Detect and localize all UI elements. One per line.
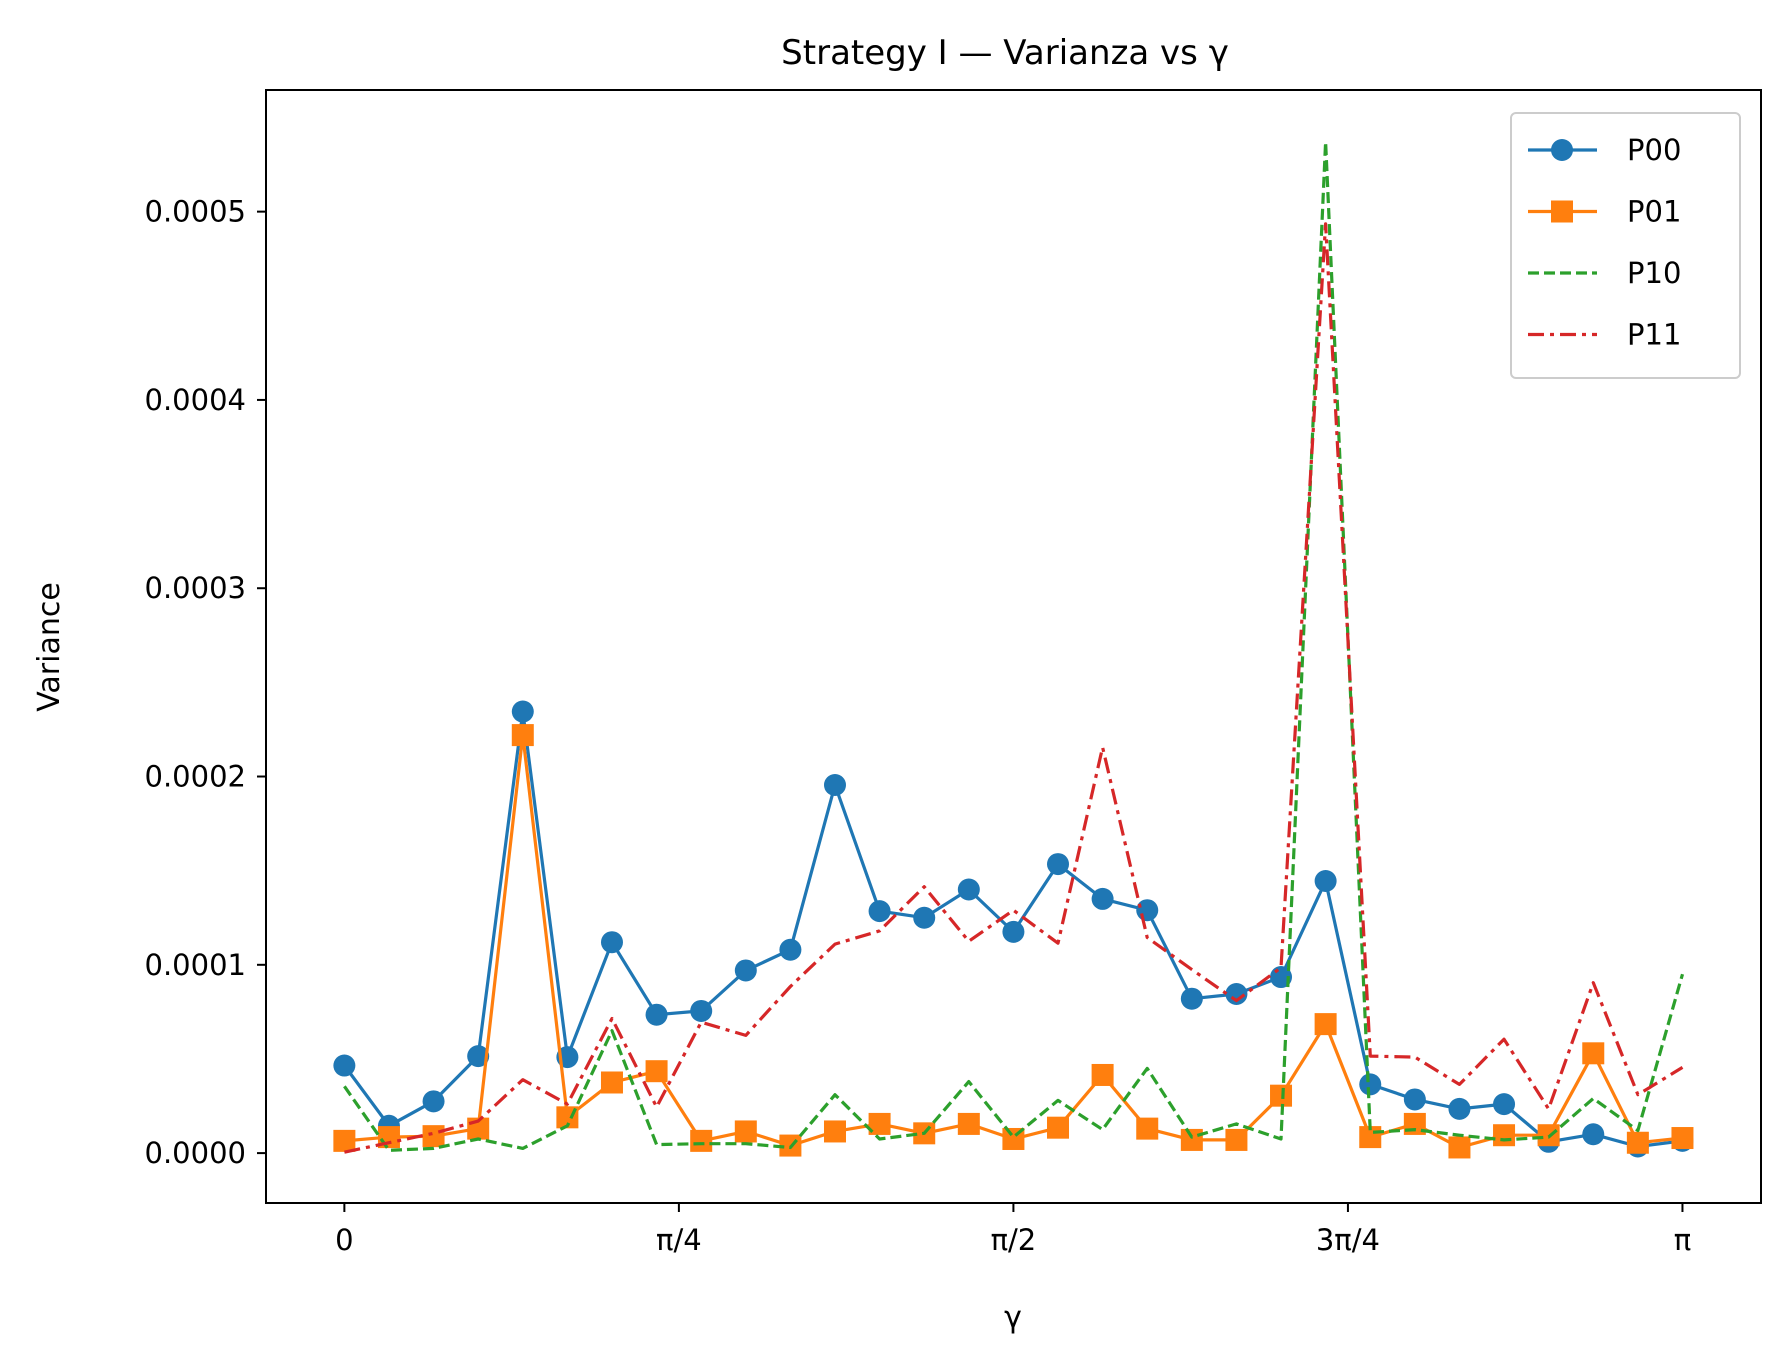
legend-marker-p01 — [1551, 200, 1573, 223]
data-point-p00 — [913, 906, 936, 929]
y-tick-label: 0.0004 — [145, 383, 246, 417]
data-point-p00 — [1314, 870, 1337, 893]
legend-label-p11: P11 — [1627, 318, 1681, 352]
data-point-p00 — [1582, 1123, 1605, 1146]
data-point-p00 — [868, 900, 891, 923]
legend-label-p10: P10 — [1627, 256, 1681, 290]
data-point-p01 — [1225, 1128, 1248, 1151]
x-tick-label: π — [1674, 1223, 1691, 1257]
x-tick-label: 0 — [335, 1223, 353, 1257]
data-point-p01 — [957, 1112, 980, 1135]
data-point-p01 — [600, 1071, 623, 1094]
plot-area — [333, 140, 1694, 1159]
data-point-p01 — [1626, 1131, 1649, 1154]
data-point-p01 — [734, 1120, 757, 1143]
y-axis: 0.0000 0.0001 0.0002 0.0003 0.0004 0.0005 — [145, 195, 266, 1170]
data-point-p00 — [1047, 853, 1070, 876]
data-point-p01 — [1136, 1117, 1159, 1140]
y-tick-label: 0.0002 — [145, 760, 246, 794]
legend-label-p01: P01 — [1627, 195, 1681, 229]
y-axis-label: Variance — [32, 582, 67, 712]
data-point-p01 — [1047, 1116, 1070, 1139]
data-point-p00 — [1225, 982, 1248, 1005]
y-tick-label: 0.0005 — [145, 195, 246, 229]
x-tick-label: π/2 — [991, 1223, 1037, 1257]
data-point-p00 — [690, 999, 713, 1022]
data-point-p01 — [1270, 1084, 1293, 1107]
data-point-p01 — [823, 1120, 846, 1143]
data-point-p01 — [422, 1125, 445, 1148]
data-point-p00 — [1136, 899, 1159, 922]
data-point-p00 — [957, 878, 980, 901]
data-point-p00 — [645, 1003, 668, 1026]
data-point-p01 — [645, 1060, 668, 1083]
y-tick-label: 0.0000 — [145, 1136, 246, 1170]
data-point-p00 — [600, 931, 623, 954]
data-point-p00 — [511, 700, 534, 723]
chart-title: Strategy I — Varianza vs γ — [781, 33, 1229, 73]
series-line-p11 — [344, 222, 1684, 1154]
data-point-p00 — [1448, 1097, 1471, 1120]
data-point-p01 — [868, 1112, 891, 1135]
data-point-p01 — [690, 1129, 713, 1152]
legend-marker-p00 — [1551, 139, 1573, 161]
data-point-p01 — [1180, 1128, 1203, 1151]
data-point-p00 — [1180, 987, 1203, 1010]
data-point-p00 — [734, 959, 757, 982]
data-point-p00 — [1359, 1073, 1382, 1096]
data-point-p01 — [1091, 1063, 1114, 1086]
data-point-p01 — [1314, 1013, 1337, 1036]
data-point-p00 — [1091, 887, 1114, 910]
x-tick-label: 3π/4 — [1316, 1223, 1380, 1257]
y-tick-label: 0.0003 — [145, 571, 246, 605]
data-point-p00 — [1002, 920, 1025, 943]
data-point-p01 — [1582, 1042, 1605, 1065]
data-point-p01 — [1671, 1127, 1694, 1150]
x-axis: 0 π/4 π/2 3π/4 π — [335, 1203, 1691, 1257]
legend-label-p00: P00 — [1627, 133, 1681, 167]
data-point-p00 — [333, 1054, 356, 1077]
legend: P00 P01 P10 P11 — [1510, 112, 1741, 379]
data-point-p01 — [1493, 1124, 1516, 1147]
data-point-p00 — [779, 938, 802, 961]
data-point-p00 — [467, 1045, 490, 1068]
data-point-p00 — [422, 1090, 445, 1113]
data-point-p01 — [1448, 1136, 1471, 1159]
legend-box — [1510, 112, 1741, 379]
y-tick-label: 0.0001 — [145, 948, 246, 982]
x-axis-label: γ — [1004, 1300, 1022, 1335]
x-tick-label: π/4 — [656, 1223, 702, 1257]
data-point-p00 — [1493, 1093, 1516, 1116]
data-point-p00 — [823, 773, 846, 796]
data-point-p01 — [333, 1129, 356, 1152]
data-point-p00 — [1403, 1088, 1426, 1111]
data-point-p01 — [511, 724, 534, 747]
series-line-p10 — [343, 140, 1685, 1152]
